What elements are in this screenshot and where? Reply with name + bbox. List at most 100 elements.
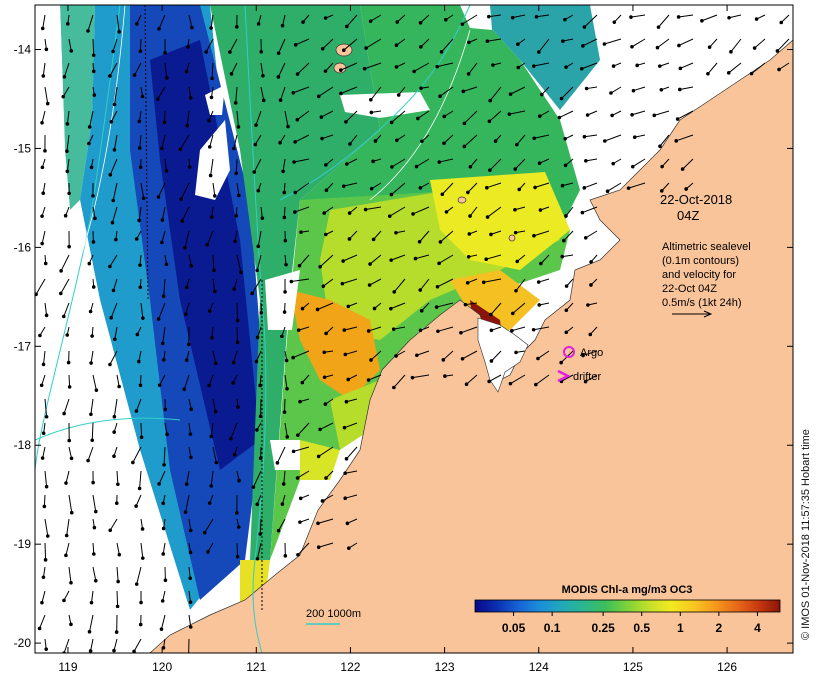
- velocity-vector-head: [321, 47, 324, 50]
- velocity-vector-head: [136, 333, 139, 336]
- velocity-vector-head: [257, 189, 260, 192]
- velocity-vector-head: [42, 432, 45, 435]
- velocity-vector-head: [347, 305, 350, 308]
- velocity-vector-head: [388, 215, 391, 218]
- velocity-vector-head: [259, 533, 262, 536]
- velocity-vector-head: [532, 328, 535, 331]
- velocity-vector-head: [393, 291, 396, 294]
- velocity-vector-head: [163, 358, 166, 361]
- velocity-vector-head: [443, 115, 446, 118]
- velocity-vector-head: [292, 91, 295, 94]
- lon-tick-label: 124: [529, 660, 549, 674]
- velocity-vector-head: [38, 627, 41, 630]
- lon-tick-label: 125: [623, 660, 643, 674]
- colorbar-tick-label: 0.05: [502, 621, 526, 635]
- lon-tick-label: 120: [152, 660, 172, 674]
- colorbar-tick-label: 1: [677, 621, 684, 635]
- velocity-vector: [117, 591, 118, 606]
- velocity-vector-head: [325, 189, 328, 192]
- velocity-vector-head: [254, 143, 257, 146]
- velocity-vector-head: [494, 140, 497, 143]
- velocity-vector-head: [41, 601, 44, 604]
- velocity-vector-head: [92, 70, 95, 73]
- velocity-vector-head: [441, 193, 444, 196]
- velocity-vector-head: [45, 314, 48, 317]
- date-label: 22-Oct-2018: [660, 192, 732, 207]
- time-label: 04Z: [677, 208, 699, 223]
- velocity-vector-head: [91, 439, 94, 442]
- velocity-vector-head: [372, 160, 375, 163]
- velocity-vector-head: [299, 521, 302, 524]
- velocity-vector-head: [234, 102, 237, 105]
- velocity-vector-head: [117, 580, 120, 583]
- velocity-vector-head: [229, 51, 232, 54]
- velocity-vector-head: [140, 436, 143, 439]
- velocity-vector-head: [755, 18, 758, 21]
- velocity-vector-head: [540, 262, 543, 265]
- velocity-vector-head: [166, 77, 169, 80]
- velocity-vector-head: [113, 149, 116, 152]
- velocity-vector-head: [581, 211, 584, 214]
- velocity-vector-head: [463, 145, 466, 148]
- velocity-vector-head: [70, 511, 73, 514]
- velocity-vector-head: [489, 99, 492, 102]
- velocity-vector-head: [340, 69, 343, 72]
- velocity-vector-head: [283, 191, 286, 194]
- velocity-vector-head: [184, 511, 187, 514]
- velocity-vector-head: [161, 241, 164, 244]
- velocity-vector-head: [516, 260, 519, 263]
- velocity-vector-head: [138, 360, 141, 363]
- velocity-vector-head: [632, 89, 635, 92]
- velocity-vector-head: [508, 113, 511, 116]
- velocity-vector-head: [678, 88, 681, 91]
- velocity-vector-head: [257, 245, 260, 248]
- velocity-vector-head: [533, 234, 536, 237]
- velocity-vector-head: [42, 363, 45, 366]
- velocity-vector-head: [90, 166, 93, 169]
- velocity-vector-head: [585, 160, 588, 163]
- velocity-vector-head: [340, 92, 343, 95]
- velocity-vector-head: [345, 163, 348, 166]
- velocity-vector-head: [397, 94, 400, 97]
- velocity-vector-head: [343, 329, 346, 332]
- velocity-vector-head: [440, 51, 443, 54]
- velocity-vector-head: [395, 66, 398, 69]
- velocity-vector-head: [561, 184, 564, 187]
- velocity-vector-head: [415, 165, 418, 168]
- velocity-vector-head: [344, 472, 347, 475]
- velocity-vector-head: [485, 186, 488, 189]
- lon-tick-label: 119: [58, 660, 77, 674]
- velocity-vector-head: [462, 90, 465, 93]
- velocity-vector-head: [209, 174, 212, 177]
- velocity-vector-head: [184, 313, 187, 316]
- velocity-vector-head: [208, 502, 211, 505]
- velocity-vector-head: [68, 245, 71, 248]
- velocity-vector-head: [66, 170, 69, 173]
- velocity-vector-head: [419, 21, 422, 24]
- velocity-vector-head: [161, 342, 164, 345]
- velocity-vector-head: [113, 649, 116, 652]
- velocity-vector-head: [94, 217, 97, 220]
- velocity-vector-head: [630, 16, 633, 19]
- colorbar-tick-label: 0.25: [591, 621, 615, 635]
- velocity-vector-head: [257, 23, 260, 26]
- velocity-vector-head: [323, 376, 326, 379]
- velocity-vector-head: [256, 269, 259, 272]
- velocity-vector-head: [324, 70, 327, 73]
- velocity-vector-head: [45, 415, 48, 418]
- velocity-vector-head: [109, 173, 112, 176]
- velocity-vector-head: [281, 24, 284, 27]
- velocity-vector: [141, 423, 142, 437]
- velocity-vector-head: [110, 120, 113, 123]
- velocity-vector-head: [701, 19, 704, 22]
- velocity-vector-head: [41, 166, 44, 169]
- velocity-vector-head: [444, 375, 447, 378]
- velocity-vector-head: [321, 500, 324, 503]
- velocity-vector-head: [283, 216, 286, 219]
- velocity-vector-head: [444, 18, 447, 21]
- velocity-vector-head: [302, 21, 305, 24]
- velocity-vector-head: [251, 292, 254, 295]
- velocity-vector-head: [587, 304, 590, 307]
- velocity-vector-head: [238, 194, 241, 197]
- velocity-vector-head: [88, 630, 91, 633]
